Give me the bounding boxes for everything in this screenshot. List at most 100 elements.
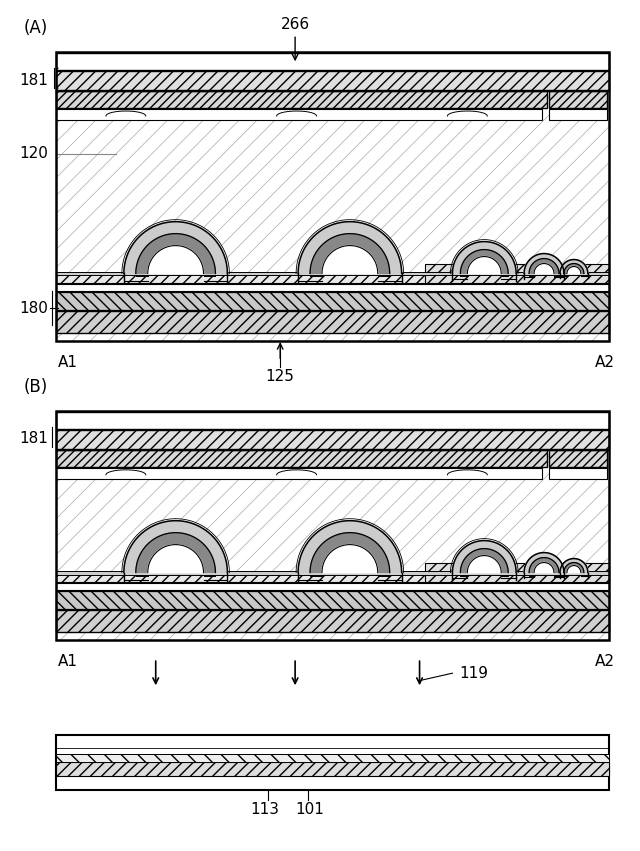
Text: 120: 120	[19, 146, 48, 162]
Text: 113: 113	[251, 802, 280, 817]
Bar	[56, 412, 609, 429]
Text: 181: 181	[19, 72, 48, 88]
Polygon shape	[136, 234, 216, 273]
Text: 125: 125	[266, 369, 294, 384]
Bar	[56, 411, 609, 498]
Polygon shape	[564, 264, 584, 273]
Bar	[56, 52, 609, 341]
Polygon shape	[298, 521, 402, 573]
Polygon shape	[560, 558, 588, 573]
Polygon shape	[560, 558, 588, 573]
Polygon shape	[524, 552, 564, 573]
Bar	[424, 563, 609, 582]
Polygon shape	[529, 259, 559, 273]
Polygon shape	[136, 533, 216, 573]
Polygon shape	[298, 521, 402, 573]
Polygon shape	[322, 246, 378, 273]
Bar	[56, 450, 547, 467]
Polygon shape	[452, 242, 516, 273]
Bar	[56, 574, 609, 582]
Bar	[424, 264, 609, 283]
Bar	[56, 468, 542, 479]
Polygon shape	[529, 557, 559, 573]
Bar	[56, 584, 609, 591]
Bar	[56, 735, 609, 790]
Bar	[56, 284, 609, 291]
Text: 119: 119	[460, 665, 488, 681]
Text: (A): (A)	[23, 20, 47, 37]
Bar	[56, 293, 609, 311]
Bar	[56, 412, 609, 429]
Polygon shape	[529, 557, 559, 573]
Polygon shape	[524, 552, 564, 573]
Polygon shape	[534, 264, 554, 273]
Polygon shape	[148, 246, 204, 273]
Bar	[549, 91, 607, 108]
Bar	[549, 450, 607, 467]
Polygon shape	[452, 540, 516, 573]
Polygon shape	[124, 221, 227, 273]
Polygon shape	[460, 249, 508, 273]
Bar	[56, 271, 609, 276]
Text: 180: 180	[19, 301, 48, 316]
Polygon shape	[460, 549, 508, 573]
Bar	[56, 762, 609, 776]
Bar	[56, 430, 609, 449]
Bar	[56, 610, 609, 632]
Bar	[56, 91, 547, 108]
Polygon shape	[529, 259, 559, 273]
Polygon shape	[467, 256, 501, 273]
Text: A1: A1	[58, 654, 78, 669]
Polygon shape	[524, 254, 564, 273]
Text: 101: 101	[296, 802, 324, 817]
Polygon shape	[460, 249, 508, 273]
Text: A2: A2	[595, 355, 615, 370]
Bar	[56, 52, 609, 341]
Bar	[56, 54, 609, 70]
Polygon shape	[534, 563, 554, 573]
Polygon shape	[148, 545, 204, 573]
Polygon shape	[310, 234, 390, 273]
Bar	[56, 411, 609, 640]
Bar	[56, 311, 609, 334]
Polygon shape	[564, 264, 584, 273]
Text: (B): (B)	[23, 378, 47, 396]
Polygon shape	[452, 242, 516, 273]
Polygon shape	[460, 549, 508, 573]
Bar	[56, 71, 609, 90]
Bar	[549, 468, 607, 479]
Polygon shape	[564, 563, 584, 573]
Text: A2: A2	[595, 654, 615, 669]
Polygon shape	[298, 221, 402, 273]
Polygon shape	[567, 566, 581, 573]
Bar	[549, 109, 607, 120]
Polygon shape	[310, 533, 390, 573]
Polygon shape	[560, 260, 588, 273]
Polygon shape	[124, 521, 227, 573]
Text: 181: 181	[19, 431, 48, 447]
Bar	[56, 109, 542, 120]
Bar	[56, 411, 609, 640]
Polygon shape	[298, 221, 402, 273]
Bar	[56, 54, 609, 70]
Polygon shape	[524, 254, 564, 273]
Polygon shape	[310, 533, 390, 573]
Bar	[56, 754, 609, 762]
Polygon shape	[124, 221, 227, 273]
Polygon shape	[124, 521, 227, 573]
Bar	[56, 275, 609, 283]
Polygon shape	[136, 533, 216, 573]
Polygon shape	[560, 260, 588, 273]
Polygon shape	[310, 234, 390, 273]
Polygon shape	[564, 563, 584, 573]
Text: A1: A1	[58, 355, 78, 370]
Bar	[56, 591, 609, 609]
Polygon shape	[452, 540, 516, 573]
Polygon shape	[567, 266, 581, 273]
Bar	[56, 570, 609, 574]
Text: 266: 266	[280, 17, 310, 32]
Polygon shape	[467, 556, 501, 573]
Polygon shape	[136, 234, 216, 273]
Bar	[56, 52, 609, 162]
Polygon shape	[322, 545, 378, 573]
